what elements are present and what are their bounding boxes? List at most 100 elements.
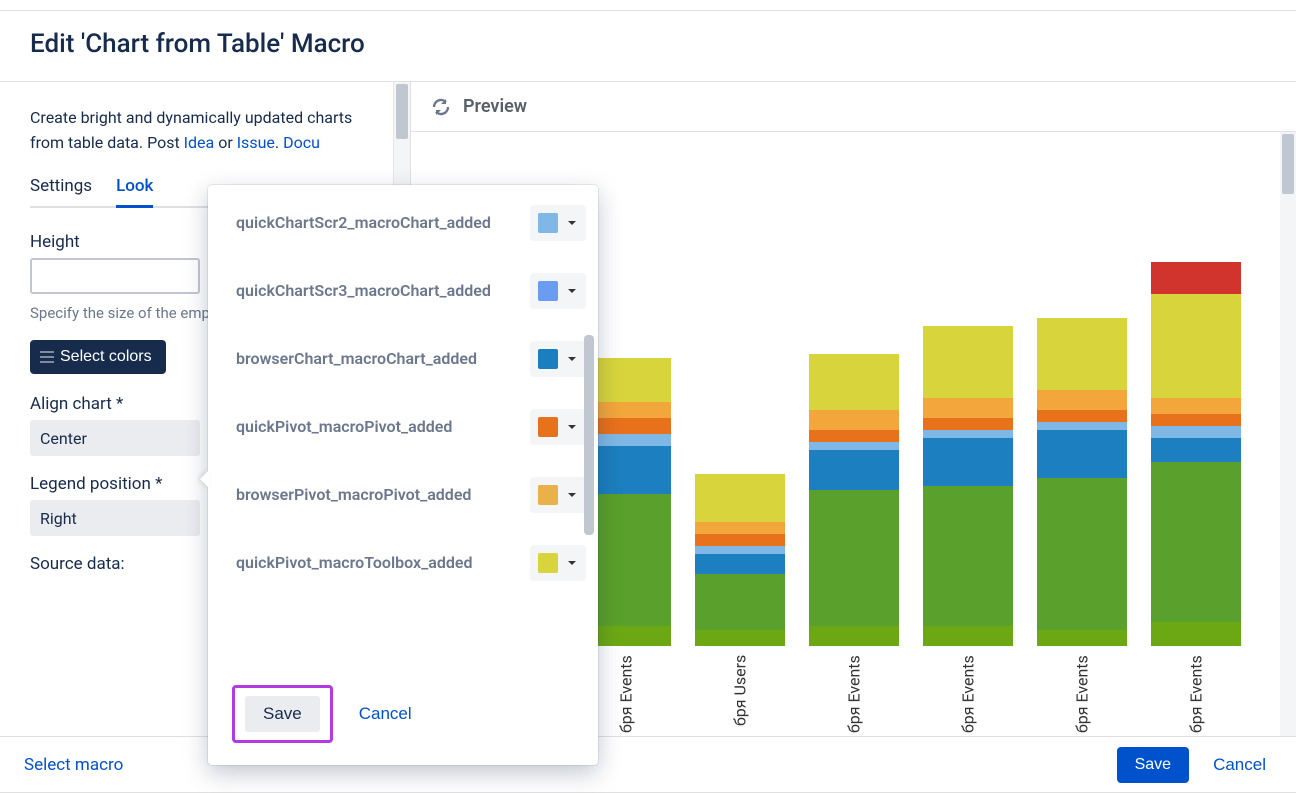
chevron-down-icon bbox=[566, 353, 578, 365]
bar-segment bbox=[695, 534, 785, 546]
color-picker[interactable] bbox=[530, 545, 586, 581]
color-series-label: quickPivot_macroPivot_added bbox=[236, 409, 520, 438]
height-input[interactable] bbox=[30, 258, 200, 294]
bar-segment bbox=[923, 486, 1013, 626]
color-swatch bbox=[538, 553, 558, 573]
chevron-down-icon bbox=[566, 285, 578, 297]
bar-segment bbox=[1037, 410, 1127, 422]
bar-segment bbox=[809, 626, 899, 646]
legend-position-select[interactable]: Right bbox=[30, 500, 200, 536]
popover-scrollbar[interactable] bbox=[584, 195, 594, 659]
popover-cancel-button[interactable]: Cancel bbox=[353, 703, 418, 725]
popover-scrollbar-thumb[interactable] bbox=[584, 335, 594, 535]
link-idea[interactable]: Idea bbox=[184, 133, 215, 152]
bar-segment bbox=[695, 522, 785, 534]
color-swatch bbox=[538, 281, 558, 301]
bar-segment bbox=[923, 398, 1013, 418]
bar-segment bbox=[809, 490, 899, 626]
link-docs[interactable]: Docu bbox=[283, 133, 320, 152]
bar-segment bbox=[809, 442, 899, 450]
bar-segment bbox=[1151, 462, 1241, 622]
chevron-down-icon bbox=[566, 489, 578, 501]
color-series-label: quickPivot_macroToolbox_added bbox=[236, 545, 520, 574]
bar-segment bbox=[1037, 478, 1127, 630]
bar-segment bbox=[1151, 438, 1241, 462]
color-picker[interactable] bbox=[530, 477, 586, 513]
dialog-footer: Select macro Save Cancel bbox=[0, 736, 1296, 792]
color-picker[interactable] bbox=[530, 273, 586, 309]
bar-segment bbox=[923, 326, 1013, 398]
color-series-row: quickPivot_macroToolbox_added bbox=[236, 545, 586, 581]
dialog-header: Edit 'Chart from Table' Macro bbox=[0, 11, 1296, 82]
bar-segment bbox=[1037, 430, 1127, 478]
bar-segment bbox=[923, 418, 1013, 430]
bar-segment bbox=[1037, 390, 1127, 410]
dialog-body: Create bright and dynamically updated ch… bbox=[0, 82, 1296, 792]
chart-bar bbox=[923, 326, 1013, 646]
tab-look[interactable]: Look bbox=[116, 170, 153, 206]
chart-bar bbox=[1037, 318, 1127, 646]
bar-segment bbox=[809, 354, 899, 410]
bar-segment bbox=[923, 438, 1013, 486]
bar-segment bbox=[1151, 398, 1241, 414]
color-swatch bbox=[538, 417, 558, 437]
bar-segment bbox=[923, 430, 1013, 438]
macro-description: Create bright and dynamically updated ch… bbox=[30, 106, 380, 156]
bar-segment bbox=[1151, 414, 1241, 426]
bar-segment bbox=[1037, 318, 1127, 390]
bar-segment bbox=[1151, 622, 1241, 646]
color-series-label: browserChart_macroChart_added bbox=[236, 341, 520, 370]
refresh-icon[interactable] bbox=[431, 97, 451, 117]
select-macro-link[interactable]: Select macro bbox=[24, 755, 123, 775]
dialog-cancel-button[interactable]: Cancel bbox=[1207, 754, 1272, 776]
bar-segment bbox=[809, 450, 899, 490]
color-series-label: quickChartScr2_macroChart_added bbox=[236, 205, 520, 234]
preview-vertical-scrollbar-thumb[interactable] bbox=[1282, 134, 1294, 194]
preview-vertical-scrollbar[interactable] bbox=[1280, 132, 1296, 776]
save-button-highlight: Save bbox=[232, 685, 333, 743]
align-chart-select[interactable]: Center bbox=[30, 420, 200, 456]
preview-header: Preview bbox=[411, 82, 1296, 132]
color-series-label: browserPivot_macroPivot_added bbox=[236, 477, 520, 506]
bar-segment bbox=[1151, 262, 1241, 294]
popover-footer: Save Cancel bbox=[208, 669, 598, 765]
bar-segment bbox=[695, 554, 785, 574]
bar-segment bbox=[809, 430, 899, 442]
color-series-list: quickChartScr2_macroChart_added quickChar… bbox=[208, 185, 598, 669]
color-swatch bbox=[538, 213, 558, 233]
color-picker[interactable] bbox=[530, 409, 586, 445]
bar-segment bbox=[1037, 630, 1127, 646]
popover-save-button[interactable]: Save bbox=[245, 696, 320, 732]
color-series-row: quickChartScr3_macroChart_added bbox=[236, 273, 586, 309]
bar-segment bbox=[1037, 422, 1127, 430]
chevron-down-icon bbox=[566, 421, 578, 433]
color-swatch bbox=[538, 485, 558, 505]
tab-settings[interactable]: Settings bbox=[30, 170, 92, 206]
bar-segment bbox=[809, 410, 899, 430]
color-series-row: quickPivot_macroPivot_added bbox=[236, 409, 586, 445]
chevron-down-icon bbox=[566, 217, 578, 229]
select-colors-popover: quickChartScr2_macroChart_added quickChar… bbox=[208, 185, 598, 765]
color-series-row: browserChart_macroChart_added bbox=[236, 341, 586, 377]
dialog-save-button[interactable]: Save bbox=[1117, 747, 1189, 783]
sidebar-scrollbar-thumb[interactable] bbox=[396, 84, 408, 139]
color-series-row: quickChartScr2_macroChart_added bbox=[236, 205, 586, 241]
bar-segment bbox=[695, 630, 785, 646]
color-picker[interactable] bbox=[530, 341, 586, 377]
bar-segment bbox=[1151, 294, 1241, 398]
select-colors-button[interactable]: Select colors bbox=[30, 340, 166, 374]
preview-title: Preview bbox=[463, 96, 527, 117]
chart-bar bbox=[695, 474, 785, 646]
color-series-label: quickChartScr3_macroChart_added bbox=[236, 273, 520, 302]
chevron-down-icon bbox=[566, 557, 578, 569]
bar-segment bbox=[695, 474, 785, 522]
link-issue[interactable]: Issue bbox=[237, 133, 275, 152]
color-picker[interactable] bbox=[530, 205, 586, 241]
color-series-row: browserPivot_macroPivot_added bbox=[236, 477, 586, 513]
chart-bar bbox=[809, 354, 899, 646]
bar-segment bbox=[695, 546, 785, 554]
color-swatch bbox=[538, 349, 558, 369]
stacked-bar-chart: бря Eventsбря Usersбря Eventsбря Eventsб… bbox=[581, 162, 1276, 776]
dialog-title: Edit 'Chart from Table' Macro bbox=[30, 29, 1266, 59]
chart-bar bbox=[1151, 262, 1241, 646]
